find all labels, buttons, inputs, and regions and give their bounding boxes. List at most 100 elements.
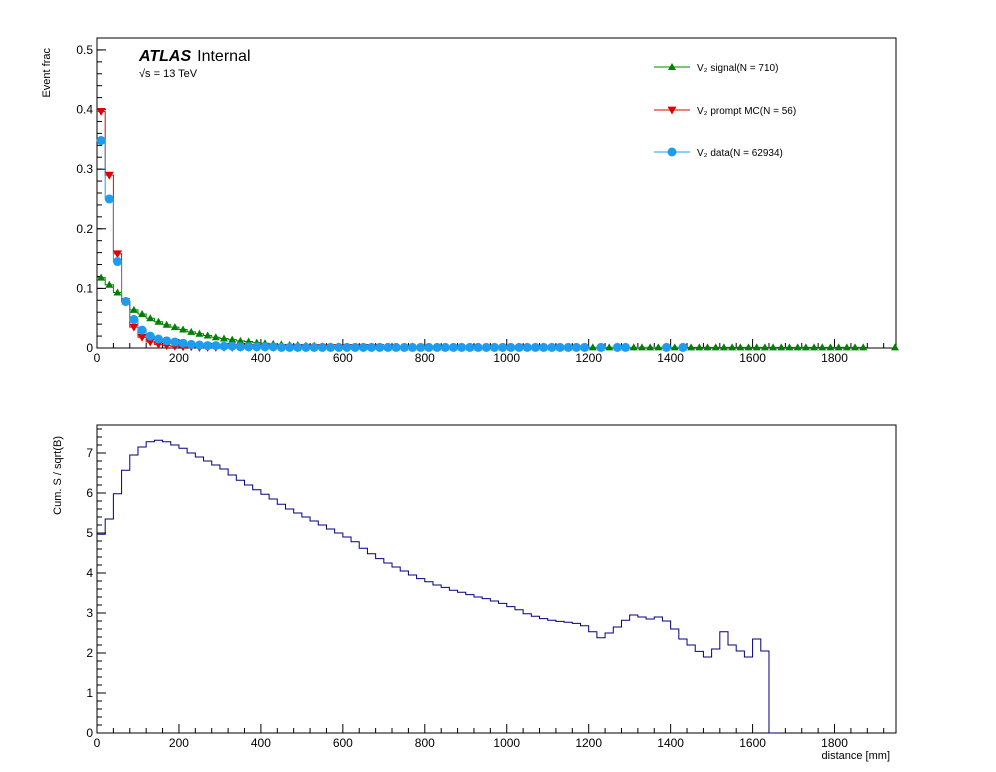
data-point-triangle-down [96, 107, 106, 116]
data-point-triangle-down [104, 171, 114, 180]
data-point-circle [153, 334, 163, 344]
data-point-circle [391, 342, 401, 352]
x-tick-label: 1800 [821, 736, 848, 750]
y-axis-title: Event frac [41, 48, 53, 98]
data-point-triangle-up [236, 336, 245, 344]
x-tick-label: 400 [251, 351, 271, 365]
y-tick-label: 0.5 [76, 43, 93, 57]
data-point-triangle-up [97, 273, 106, 281]
data-point-triangle-up [203, 331, 212, 339]
data-point-circle [432, 342, 442, 352]
data-point-triangle-up [129, 305, 138, 313]
x-tick-label: 200 [169, 351, 189, 365]
data-point-triangle-up [588, 343, 597, 351]
data-point-triangle-up [834, 343, 843, 351]
data-point-circle [662, 342, 672, 352]
x-tick-label: 200 [169, 736, 189, 750]
data-point-circle [473, 342, 483, 352]
data-point-circle [260, 342, 270, 352]
bottom-panel: 0 200 400 600 800 1000 1200 1400 1600 1800 0 1 2 3 4 5 6… [52, 424, 897, 762]
data-point-circle [268, 342, 278, 352]
data-point-triangle-up [891, 343, 899, 351]
data-point-triangle-up [842, 343, 851, 351]
data-point-triangle-up [695, 343, 704, 351]
data-point-triangle-up [105, 280, 114, 288]
data-point-circle [580, 342, 590, 352]
data-point-triangle-down [112, 250, 122, 259]
data-point-triangle-up [801, 343, 810, 351]
x-tick-label: 600 [333, 351, 353, 365]
data-point-triangle-up [752, 343, 761, 351]
data-point-triangle-down [667, 106, 677, 115]
data-point-triangle-up [629, 343, 638, 351]
data-point-circle [137, 325, 147, 335]
data-point-triangle-up [769, 343, 778, 351]
x-tick-label: 1600 [739, 351, 766, 365]
y-axis-title: Cum. S / sqrt(B) [52, 436, 64, 515]
data-point-circle [514, 342, 524, 352]
data-point-triangle-up [826, 343, 835, 351]
data-point-triangle-up [719, 343, 728, 351]
data-point-circle [465, 342, 475, 352]
y-tick-label: 3 [86, 606, 93, 620]
data-point-triangle-up [744, 343, 753, 351]
x-tick-label: 0 [94, 736, 101, 750]
x-tick-label: 1000 [493, 351, 520, 365]
data-point-circle [276, 342, 286, 352]
data-point-triangle-up [179, 325, 188, 333]
data-point-circle [375, 342, 385, 352]
data-point-circle [424, 342, 434, 352]
data-point-triangle-up [138, 310, 147, 318]
data-point-circle [235, 342, 245, 352]
plot-frame [96, 424, 897, 734]
data-point-circle [506, 342, 516, 352]
data-point-circle [530, 342, 540, 352]
data-point-circle [317, 342, 327, 352]
cumulative-significance-line [97, 439, 778, 734]
atlas-label: ATLAS Internal [138, 48, 251, 65]
data-point-circle [498, 342, 508, 352]
data-point-triangle-down [145, 338, 155, 347]
data-point-circle [596, 342, 606, 352]
data-point-circle [301, 342, 311, 352]
energy-label: √s = 13 TeV [139, 68, 198, 80]
data-point-circle [522, 342, 532, 352]
x-tick-label: 0 [94, 351, 101, 365]
data-point-circle [612, 342, 622, 352]
x-tick-label: 800 [415, 351, 435, 365]
data-point-triangle-up [810, 343, 819, 351]
data-point-triangle-up [668, 63, 676, 70]
data-point-circle [667, 147, 677, 157]
data-point-triangle-up [703, 343, 712, 351]
data-point-triangle-up [859, 343, 868, 351]
data-point-circle [481, 342, 491, 352]
data-point-circle [408, 342, 418, 352]
data-point-triangle-up [154, 317, 163, 325]
data-point-circle [112, 257, 122, 267]
data-point-circle [489, 342, 499, 352]
y-tick-label: 7 [86, 446, 93, 460]
y-tick-label: 0.1 [76, 281, 93, 295]
data-point-circle [96, 136, 106, 146]
data-point-circle [555, 342, 565, 352]
data-point-circle [539, 342, 549, 352]
data-point-circle [285, 342, 295, 352]
data-point-triangle-up [851, 343, 860, 351]
series-step-line [97, 277, 868, 348]
data-point-triangle-up [637, 343, 646, 351]
data-point-triangle-up [646, 343, 655, 351]
data-point-circle [326, 342, 336, 352]
y-tick-label: 0 [86, 726, 93, 740]
data-point-triangle-up [711, 343, 720, 351]
data-point-triangle-up [728, 343, 737, 351]
data-point-circle [145, 331, 155, 341]
data-point-triangle-up [736, 343, 745, 351]
plot-frame [96, 37, 897, 349]
data-point-triangle-up [228, 335, 237, 343]
data-point-circle [334, 342, 344, 352]
y-tick-label: 0 [86, 341, 93, 355]
x-tick-label: 1600 [739, 736, 766, 750]
data-point-circle [244, 342, 254, 352]
data-point-triangle-down [153, 341, 163, 349]
